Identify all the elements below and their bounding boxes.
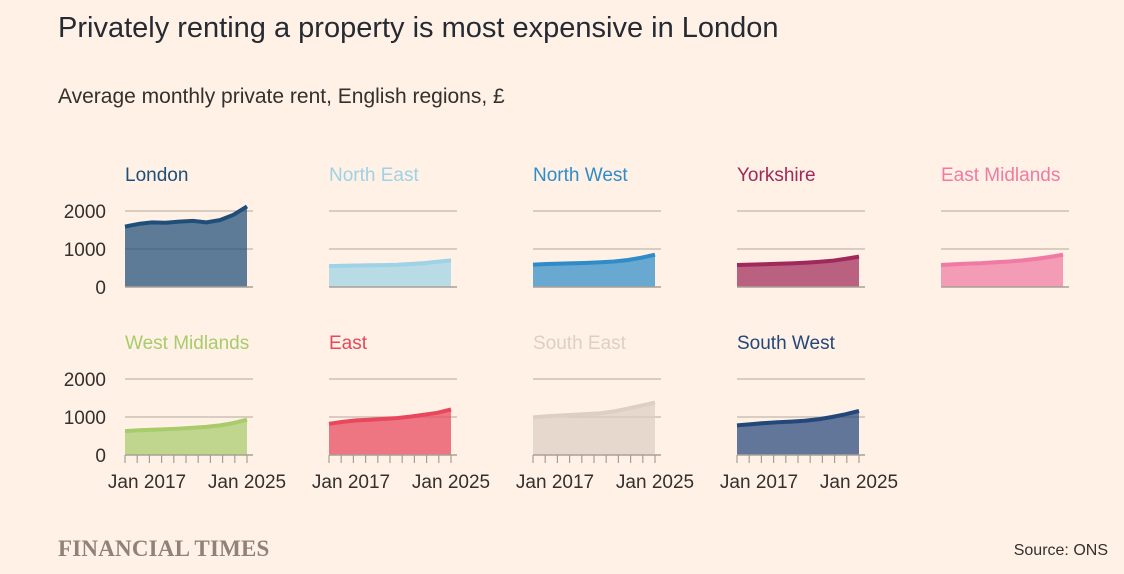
- panel-london: London 0 1000 2000: [64, 165, 253, 299]
- x-tick-label: Jan 2017: [312, 472, 390, 493]
- x-tick-label: Jan 2017: [720, 472, 798, 493]
- line-london: [124, 204, 249, 229]
- panel-south-west: South West Jan 2017 Jan 2025: [720, 333, 898, 493]
- panel-south-east: South East Jan 2017 Jan 2025: [516, 333, 694, 493]
- y-tick-label: 2000: [64, 202, 106, 223]
- panel-east: East Jan 2017 Jan 2025: [312, 333, 490, 493]
- y-tick-label: 0: [95, 446, 106, 467]
- panel-north-west: North West: [532, 165, 661, 288]
- y-tick-label: 0: [95, 278, 106, 299]
- x-tick-label: Jan 2025: [412, 472, 490, 493]
- x-tick-label: Jan 2017: [108, 472, 186, 493]
- area-south-east: [533, 402, 655, 455]
- panel-title: South East: [533, 333, 627, 354]
- financial-times-logo: FINANCIAL TIMES: [58, 536, 270, 561]
- line-north-east: [328, 258, 452, 269]
- panel-east-midlands: East Midlands: [940, 165, 1069, 288]
- y-tick-label: 1000: [64, 408, 106, 429]
- y-tick-label: 2000: [64, 370, 106, 391]
- panel-west-midlands: West Midlands 0 1000 2000 Jan 2017 Jan 2025: [64, 333, 286, 493]
- x-tick-label: Jan 2025: [208, 472, 286, 493]
- line-east: [328, 407, 452, 426]
- panel-yorkshire: Yorkshire: [736, 165, 865, 288]
- source-note: Source: ONS: [1013, 542, 1108, 559]
- chart-subtitle: Average monthly private rent, English re…: [58, 85, 505, 108]
- area-london: [125, 206, 247, 287]
- y-tick-label: 1000: [64, 240, 106, 261]
- panel-title: East Midlands: [941, 165, 1060, 186]
- area-north-west: [533, 254, 655, 287]
- panel-title: North East: [329, 165, 419, 186]
- area-east: [329, 409, 451, 455]
- chart-title: Privately renting a property is most exp…: [58, 12, 779, 44]
- x-tick-label: Jan 2025: [616, 472, 694, 493]
- panel-title: South West: [737, 333, 836, 354]
- panel-title: London: [125, 165, 188, 186]
- area-south-west: [737, 410, 859, 455]
- area-west-midlands: [125, 419, 247, 455]
- panel-title: West Midlands: [125, 333, 249, 354]
- line-yorkshire: [736, 254, 860, 267]
- line-south-east: [532, 400, 656, 420]
- line-south-west: [736, 408, 860, 428]
- panel-title: Yorkshire: [737, 165, 816, 186]
- line-east-midlands: [940, 252, 1064, 267]
- line-north-west: [532, 252, 656, 267]
- x-tick-label: Jan 2025: [820, 472, 898, 493]
- panel-title: East: [329, 333, 368, 354]
- area-east-midlands: [941, 254, 1063, 287]
- panel-title: North West: [533, 165, 628, 186]
- x-tick-label: Jan 2017: [516, 472, 594, 493]
- panel-north-east: North East: [328, 165, 457, 288]
- line-west-midlands: [124, 417, 248, 434]
